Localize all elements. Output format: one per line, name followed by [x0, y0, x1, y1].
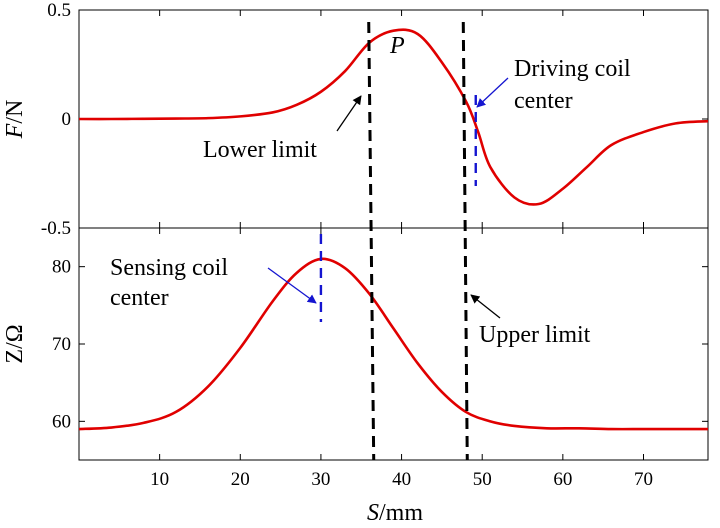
y-tick-label: 70 [52, 334, 71, 355]
driving-coil-label-line2: center [514, 88, 573, 114]
overlay [267, 21, 509, 461]
x-tick-label: 20 [231, 469, 250, 490]
x-tick-label: 70 [634, 469, 653, 490]
force-curve [78, 28, 709, 206]
y-tick-label: -0.5 [41, 218, 71, 239]
driving-coil-label: Driving coil [514, 56, 631, 82]
y-axis-label-unit: /N [2, 100, 28, 124]
upper-limit-line [461, 21, 469, 461]
y-tick-label: 80 [52, 257, 71, 278]
x-axis-label: S/mm [367, 500, 423, 526]
y-tick-label: 0.5 [47, 0, 71, 21]
upper-limit-label: Upper limit [479, 322, 591, 348]
upper-limit-arrow [470, 294, 501, 319]
x-tick-label: 60 [553, 469, 572, 490]
y-axis-label: Z/Ω [2, 324, 28, 363]
lower-limit-arrow [336, 95, 362, 132]
y-tick-label: 0 [62, 109, 72, 130]
driving-coil-arrow [476, 77, 509, 108]
sensing-coil-label: Sensing coil [110, 255, 228, 281]
x-tick-label: 50 [473, 469, 492, 490]
y-tick-label: 60 [52, 411, 71, 432]
x-axis-label-symbol: S [367, 500, 379, 526]
impedance-curve [78, 257, 708, 431]
sensing-coil-arrow [267, 267, 317, 304]
x-tick-label: 10 [150, 469, 169, 490]
x-tick-label: 40 [392, 469, 411, 490]
y-axis-label-symbol: F [2, 123, 28, 139]
x-tick-label: 30 [311, 469, 330, 490]
y-axis-label: F/N [2, 100, 28, 140]
lower-limit-label: Lower limit [203, 137, 317, 163]
point-p-label: P [389, 33, 405, 59]
lower-limit-line [367, 21, 376, 461]
x-axis-label-unit: /mm [379, 500, 423, 526]
bottom-panel: 60 70 80 10 20 30 40 50 60 70 Z/Ω S/mm Sensing coil c… [2, 227, 709, 526]
sensing-coil-label-line2: center [110, 285, 169, 311]
top-panel: -0.5 0 0.5 F/N P Lower limit Driving coil cente… [2, 0, 709, 239]
